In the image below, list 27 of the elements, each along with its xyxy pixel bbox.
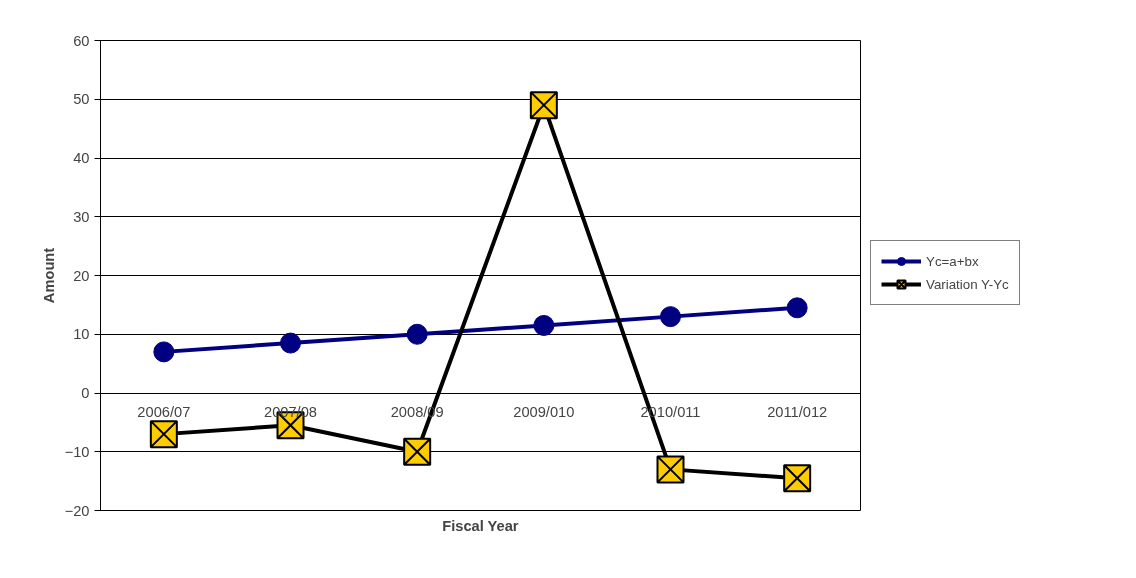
y-tick-label: 30 <box>73 208 90 225</box>
y-tick-label: −10 <box>64 443 90 460</box>
point <box>153 341 175 363</box>
point <box>149 420 178 449</box>
legend-label: Yc=a+bx <box>926 253 979 269</box>
y-tick-label: 10 <box>73 326 90 343</box>
point <box>403 437 432 466</box>
y-tick-label: 20 <box>73 267 90 284</box>
y-tick-label: 40 <box>73 150 90 166</box>
point <box>280 332 301 354</box>
x-tick-label: 2011/012 <box>767 404 828 420</box>
y-tick-label: 60 <box>73 32 90 49</box>
point <box>529 91 558 120</box>
y-axis-title: Amount <box>40 247 57 304</box>
y-tick-label: 0 <box>81 385 90 401</box>
point <box>786 297 808 319</box>
point <box>406 323 428 345</box>
point <box>660 306 681 328</box>
y-tick-label: 50 <box>73 91 90 108</box>
y-tick-label: −20 <box>64 502 90 519</box>
x-axis-title: Fiscal Year <box>442 517 519 534</box>
point <box>656 455 685 484</box>
x-tick-label: 2009/010 <box>513 404 575 420</box>
point <box>533 314 555 336</box>
point <box>783 464 812 493</box>
x-tick-label: 2006/07 <box>137 404 191 420</box>
legend-label: Variation Y-Yc <box>926 276 1009 292</box>
